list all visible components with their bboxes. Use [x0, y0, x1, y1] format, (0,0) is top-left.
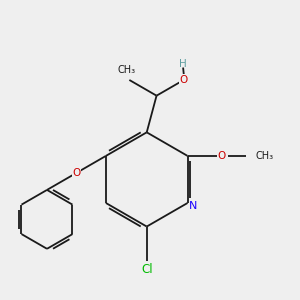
Text: H: H — [178, 58, 186, 69]
Text: CH₃: CH₃ — [117, 65, 135, 75]
Text: Cl: Cl — [141, 263, 152, 276]
Text: O: O — [218, 151, 226, 161]
Text: O: O — [72, 168, 81, 178]
Text: N: N — [189, 201, 198, 211]
Text: CH₃: CH₃ — [256, 151, 274, 161]
Text: O: O — [180, 75, 188, 85]
